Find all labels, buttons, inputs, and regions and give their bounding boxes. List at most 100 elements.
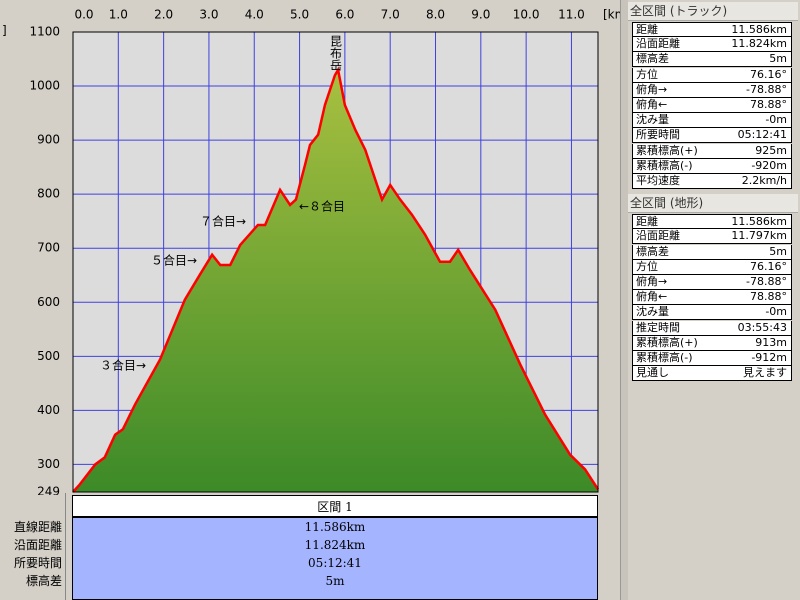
row-label: 俯角← bbox=[636, 290, 668, 304]
x-tick-label: 9.0 bbox=[471, 8, 490, 22]
panel-row: 累積標高(-) -912m bbox=[632, 351, 792, 366]
panel-row: 標高差 5m bbox=[632, 244, 792, 260]
panel-row: 所要時間 05:12:41 bbox=[632, 128, 792, 144]
section-table: 区間 1 11.586km 11.824km 05:12:41 5m bbox=[72, 495, 598, 600]
row-label: 沈み量 bbox=[636, 305, 669, 319]
y-tick-label: 400 bbox=[37, 403, 60, 417]
y-tick-label: 1000 bbox=[29, 79, 60, 93]
y-tick-label: 900 bbox=[37, 133, 60, 147]
row-value: -78.88° bbox=[746, 275, 787, 288]
panel-title: 全区間 (トラック) bbox=[628, 2, 798, 21]
panel-row: 推定時間 03:55:43 bbox=[632, 320, 792, 336]
row-value: -920m bbox=[751, 158, 787, 172]
annotation: ３合目→ bbox=[100, 358, 146, 373]
row-value: 76.16° bbox=[750, 67, 787, 81]
row-label: 俯角→ bbox=[636, 275, 668, 288]
x-tick-label: 0.0 bbox=[74, 8, 93, 22]
row-value: 5m bbox=[769, 52, 787, 66]
panel-row: 俯角← 78.88° bbox=[632, 290, 792, 306]
y-tick-label: 249 bbox=[37, 485, 60, 496]
panel-row: 標高差 5m bbox=[632, 52, 792, 68]
row-label: 所要時間 bbox=[636, 128, 680, 142]
profile-line bbox=[72, 66, 600, 493]
section-label: 直線距離 bbox=[13, 520, 62, 534]
panel-row: 沿面距離 11.824km bbox=[632, 37, 792, 53]
x-axis-label: [km] bbox=[603, 8, 620, 22]
divider bbox=[65, 493, 66, 600]
row-label: 平均速度 bbox=[636, 174, 680, 187]
row-label: 距離 bbox=[636, 215, 658, 229]
y-tick-label: 1100 bbox=[29, 25, 60, 39]
panel-row: 沈み量 -0m bbox=[632, 113, 792, 129]
panel-row: 距離 11.586km bbox=[632, 214, 792, 230]
row-value: 78.88° bbox=[750, 98, 787, 111]
x-tick-label: 3.0 bbox=[199, 8, 218, 22]
y-tick-label: 600 bbox=[37, 295, 60, 309]
x-tick-label: 10.0 bbox=[513, 8, 540, 22]
row-value: -0m bbox=[765, 305, 787, 319]
section-label: 標高差 bbox=[25, 574, 62, 588]
area-fill bbox=[73, 69, 598, 493]
plot-frame bbox=[72, 31, 599, 493]
row-label: 累積標高(+) bbox=[636, 143, 698, 157]
section-label: 所要時間 bbox=[13, 556, 62, 570]
annotation: ←８合目 bbox=[299, 199, 345, 214]
row-label: 沿面距離 bbox=[636, 37, 680, 51]
section-label: 沿面距離 bbox=[13, 538, 62, 552]
x-tick-label: 4.0 bbox=[245, 8, 264, 22]
y-tick-label: 700 bbox=[37, 241, 60, 255]
row-value: 913m bbox=[755, 335, 787, 349]
info-panel: 全区間 (トラック) 距離 11.586km 沿面距離 11.824km 標高差 5m 方位 7… bbox=[628, 0, 800, 600]
row-value: 11.824km bbox=[731, 37, 787, 51]
panel-row: 累積標高(+) 913m bbox=[632, 335, 792, 351]
row-label: 俯角→ bbox=[636, 82, 668, 96]
annotation: 昆布岳 bbox=[329, 35, 343, 71]
panel-row: 俯角→ -78.88° bbox=[632, 82, 792, 98]
row-label: 標高差 bbox=[636, 52, 669, 66]
section-value: 11.824km bbox=[304, 538, 366, 552]
x-tick-label: 2.0 bbox=[154, 8, 173, 22]
row-value: -0m bbox=[765, 113, 787, 127]
row-value: 925m bbox=[755, 143, 787, 157]
row-label: 方位 bbox=[636, 67, 658, 81]
section-value: 11.586km bbox=[304, 520, 366, 534]
panel-row: 平均速度 2.2km/h bbox=[632, 174, 792, 189]
x-tick-label: 7.0 bbox=[381, 8, 400, 22]
row-value: 78.88° bbox=[750, 290, 787, 304]
x-tick-label: 6.0 bbox=[335, 8, 354, 22]
row-value: 05:12:41 bbox=[737, 128, 787, 142]
annotation: ５合目→ bbox=[151, 253, 197, 268]
row-value: 2.2km/h bbox=[741, 174, 787, 187]
panel-row: 方位 76.16° bbox=[632, 259, 792, 275]
section-value: 5m bbox=[325, 574, 345, 588]
panel-row: 距離 11.586km bbox=[632, 22, 792, 37]
annotation: ７合目→ bbox=[200, 214, 246, 229]
panel-row: 方位 76.16° bbox=[632, 67, 792, 83]
row-label: 沿面距離 bbox=[636, 229, 680, 243]
panel-row: 累積標高(+) 925m bbox=[632, 143, 792, 159]
row-label: 沈み量 bbox=[636, 113, 669, 127]
row-value: 11.797km bbox=[731, 229, 787, 243]
y-axis-label: ] bbox=[2, 24, 7, 38]
panel-row: 沿面距離 11.797km bbox=[632, 229, 792, 245]
row-value: -912m bbox=[751, 351, 787, 364]
y-tick-label: 800 bbox=[37, 187, 60, 201]
profile-chart: ] [km] 249 300 400 500 600 700 800 900 1000 1100 0… bbox=[2, 8, 620, 496]
row-label: 累積標高(-) bbox=[636, 158, 693, 172]
section-header: 区間 1 bbox=[72, 495, 598, 517]
row-label: 見通し bbox=[636, 366, 669, 380]
row-value: -78.88° bbox=[746, 82, 787, 96]
row-label: 推定時間 bbox=[636, 320, 680, 334]
y-tick-label: 300 bbox=[37, 457, 60, 471]
x-tick-label: 8.0 bbox=[426, 8, 445, 22]
section-labels: 直線距離沿面距離所要時間標高差 bbox=[0, 495, 64, 600]
row-label: 方位 bbox=[636, 259, 658, 273]
section-value: 05:12:41 bbox=[308, 556, 362, 570]
panel-row: 累積標高(-) -920m bbox=[632, 158, 792, 174]
splitter[interactable] bbox=[620, 0, 628, 600]
panel-row: 沈み量 -0m bbox=[632, 305, 792, 321]
row-label: 標高差 bbox=[636, 244, 669, 258]
row-value: 見えます bbox=[743, 366, 787, 380]
row-label: 俯角← bbox=[636, 98, 668, 111]
